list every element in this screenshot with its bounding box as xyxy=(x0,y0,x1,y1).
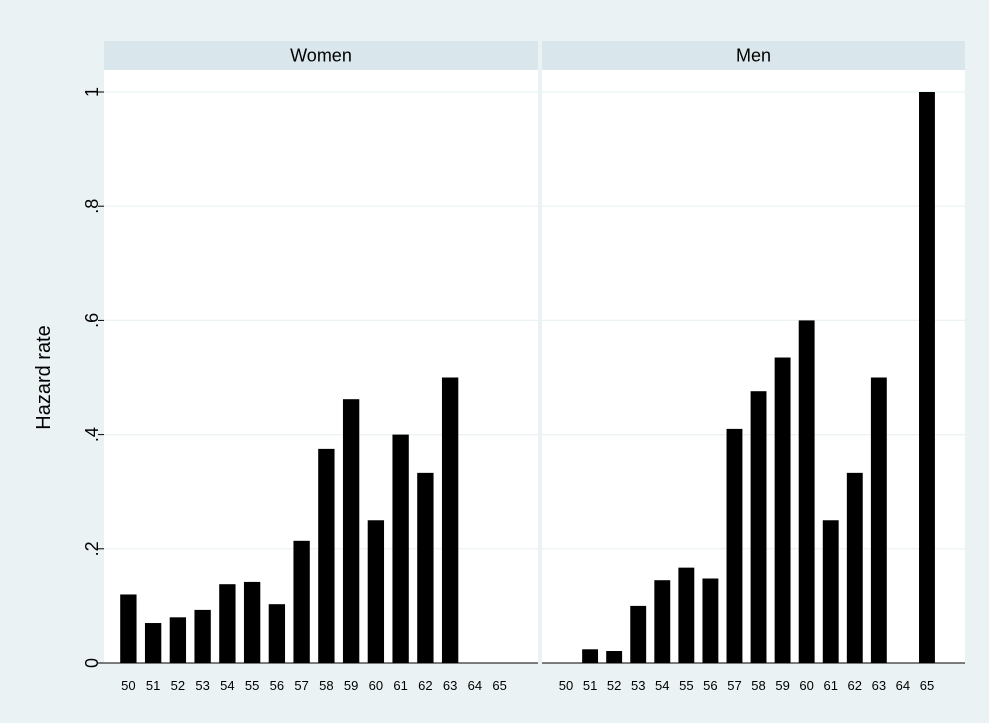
x-tick-label: 64 xyxy=(468,678,482,693)
x-tick-label: 52 xyxy=(171,678,185,693)
x-tick-label: 54 xyxy=(655,678,669,693)
bar-women-59 xyxy=(342,399,360,663)
x-tick-label: 65 xyxy=(920,678,934,693)
x-tick-label: 52 xyxy=(607,678,621,693)
x-tick-label: 60 xyxy=(369,678,383,693)
bar-women-61 xyxy=(392,434,409,663)
x-tick-label: 53 xyxy=(195,678,209,693)
x-tick-label: 61 xyxy=(393,678,407,693)
x-tick-label: 55 xyxy=(679,678,693,693)
x-tick-label: 63 xyxy=(443,678,457,693)
bar-men-55 xyxy=(678,567,695,663)
x-tick-label: 62 xyxy=(848,678,862,693)
y-axis-title: Hazard rate xyxy=(33,325,55,430)
y-tick-label: .6 xyxy=(82,313,102,328)
x-tick-label: 50 xyxy=(559,678,573,693)
x-tick-label: 59 xyxy=(344,678,358,693)
x-tick-label: 50 xyxy=(121,678,135,693)
bar-women-53 xyxy=(194,609,211,663)
bar-women-62 xyxy=(417,472,434,663)
x-tick-label: 56 xyxy=(703,678,717,693)
y-tick-label: .8 xyxy=(82,199,102,214)
x-tick-label: 55 xyxy=(245,678,259,693)
y-tick-label: .2 xyxy=(82,541,102,556)
x-tick-label: 59 xyxy=(775,678,789,693)
x-tick-label: 61 xyxy=(823,678,837,693)
panel-title: Men xyxy=(736,46,771,66)
bar-women-63 xyxy=(441,377,459,663)
x-tick-label: 51 xyxy=(146,678,160,693)
bar-men-59 xyxy=(774,357,791,663)
x-tick-label: 51 xyxy=(583,678,597,693)
x-tick-label: 65 xyxy=(492,678,506,693)
x-tick-label: 58 xyxy=(751,678,765,693)
bar-women-58 xyxy=(318,448,335,663)
panel-header-women xyxy=(104,41,538,70)
bar-men-52 xyxy=(606,651,623,663)
bar-women-56 xyxy=(268,604,286,663)
bar-women-50 xyxy=(120,594,137,663)
bar-women-51 xyxy=(144,623,162,663)
bar-men-53 xyxy=(630,605,647,663)
bar-women-54 xyxy=(219,584,236,663)
x-tick-label: 63 xyxy=(872,678,886,693)
bar-women-60 xyxy=(367,520,385,663)
y-tick-label: 0 xyxy=(82,658,102,668)
panel-title: Women xyxy=(290,46,352,66)
bar-women-52 xyxy=(169,617,187,663)
x-tick-label: 54 xyxy=(220,678,234,693)
bar-women-57 xyxy=(293,540,310,663)
bar-men-57 xyxy=(726,428,743,663)
y-tick-label: 1 xyxy=(82,87,102,97)
x-tick-label: 58 xyxy=(319,678,333,693)
bar-women-55 xyxy=(243,581,261,663)
bar-men-54 xyxy=(654,580,671,663)
x-tick-label: 57 xyxy=(294,678,308,693)
x-tick-label: 56 xyxy=(270,678,284,693)
bar-men-63 xyxy=(870,377,887,663)
bar-men-65 xyxy=(919,92,935,663)
bar-men-62 xyxy=(846,472,863,663)
x-tick-label: 60 xyxy=(799,678,813,693)
bar-men-58 xyxy=(750,391,767,663)
bar-men-56 xyxy=(702,578,719,663)
y-tick-label: .4 xyxy=(82,427,102,442)
x-tick-label: 64 xyxy=(896,678,910,693)
bar-men-61 xyxy=(822,520,839,663)
x-tick-label: 57 xyxy=(727,678,741,693)
panel-header-men xyxy=(542,41,965,70)
x-tick-label: 53 xyxy=(631,678,645,693)
x-tick-label: 62 xyxy=(418,678,432,693)
bar-men-60 xyxy=(798,320,815,663)
bar-men-51 xyxy=(582,649,599,663)
